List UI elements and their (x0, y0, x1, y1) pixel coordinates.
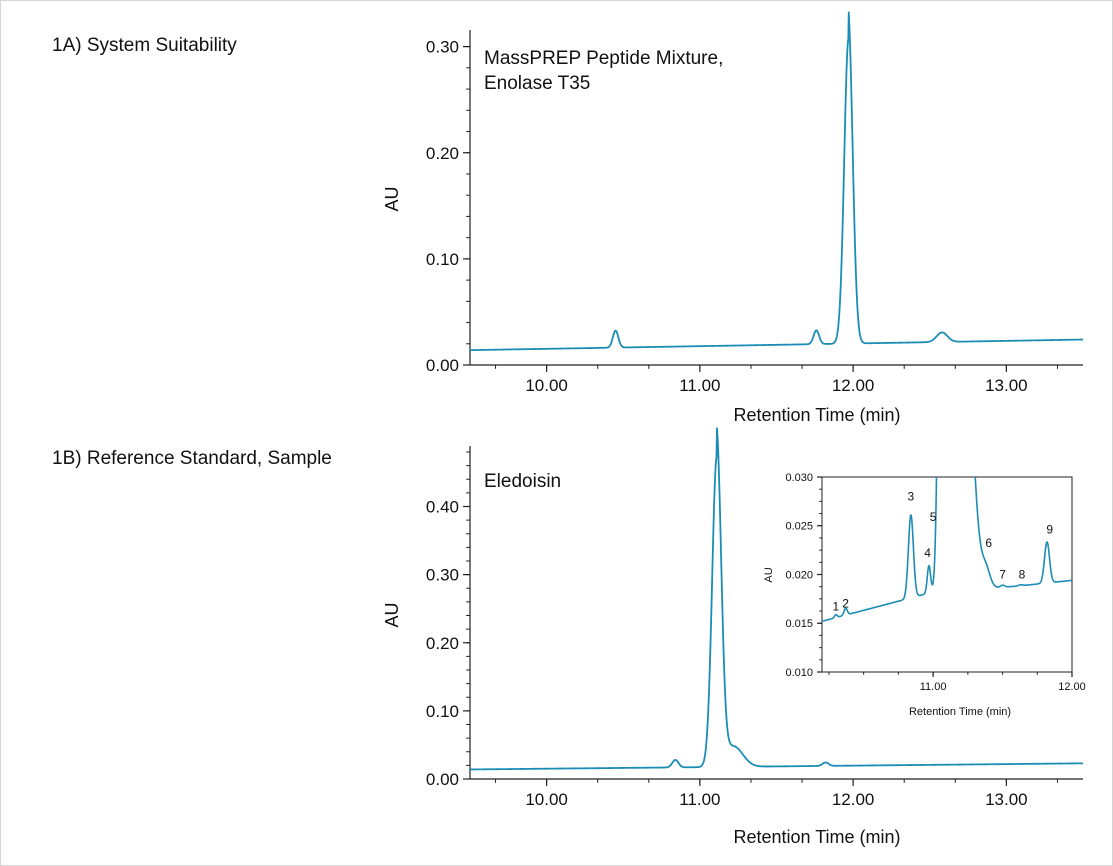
peak-label: 5 (930, 510, 937, 524)
y-axis-label: AU (763, 567, 775, 582)
peak-label: 6 (985, 536, 992, 550)
chart-b: 10.00 11.00 12.00 13.00 0.00 0.10 0.20 0.30 0.40… (382, 427, 1084, 847)
x-tick-label: 13.00 (985, 790, 1028, 809)
chart-annotation: Eledoisin (484, 471, 561, 492)
x-tick-label: 11.00 (679, 790, 720, 809)
y-tick-label: 0.20 (426, 634, 459, 653)
y-tick-label: 0.30 (426, 566, 459, 585)
x-tick-label: 12.00 (832, 790, 875, 809)
chart-inset: 11.00 12.00 0.010 0.015 0.020 0.025 0.030 Reten… (763, 472, 1086, 718)
x-tick-label: 10.00 (525, 376, 568, 395)
peak-label: 1 (833, 600, 840, 614)
x-tick-label: 12.00 (832, 376, 875, 395)
y-tick-label: 0.30 (426, 38, 459, 57)
y-tick-label: 0.030 (785, 472, 813, 484)
chart-annotation: MassPREP Peptide Mixture, (484, 48, 723, 69)
y-axis-label: AU (382, 186, 402, 211)
panel-label-1b: 1B) Reference Standard, Sample (52, 448, 332, 469)
y-tick-label: 0.010 (785, 667, 813, 679)
y-tick-label: 0.00 (426, 356, 459, 375)
x-tick-label: 12.00 (1058, 681, 1086, 693)
x-tick-label: 11.00 (679, 376, 720, 395)
x-axis-label: Retention Time (min) (909, 706, 1011, 718)
x-axis-label: Retention Time (min) (733, 827, 900, 847)
peak-label: 9 (1046, 523, 1053, 537)
peak-label: 2 (842, 597, 849, 611)
chromatogram-trace (822, 477, 1072, 623)
y-tick-label: 0.20 (426, 144, 459, 163)
y-tick-label: 0.020 (785, 569, 813, 581)
chromatogram-trace (469, 427, 1084, 771)
y-tick-label: 0.40 (426, 498, 459, 517)
x-axis-label: Retention Time (min) (733, 405, 900, 425)
y-tick-label: 0.015 (785, 618, 813, 630)
chart-a: 10.00 11.00 12.00 13.00 0.00 0.10 0.20 0.30 Rete… (382, 11, 1084, 425)
chart-annotation: Enolase T35 (484, 73, 590, 94)
y-tick-label: 0.10 (426, 250, 459, 269)
y-tick-label: 0.00 (426, 770, 459, 789)
x-tick-label: 10.00 (525, 790, 568, 809)
peak-label: 3 (908, 489, 915, 503)
y-tick-label: 0.025 (785, 521, 813, 533)
peak-label: 8 (1019, 567, 1026, 581)
panel-label-1a: 1A) System Suitability (52, 35, 237, 56)
peak-label: 7 (999, 567, 1006, 581)
x-tick-label: 13.00 (985, 376, 1028, 395)
chromatogram-trace (469, 11, 1084, 352)
y-axis-label: AU (382, 602, 402, 627)
inset-frame (821, 476, 1073, 673)
y-tick-label: 0.10 (426, 702, 459, 721)
x-tick-label: 11.00 (920, 681, 947, 693)
peak-label: 4 (924, 546, 931, 560)
